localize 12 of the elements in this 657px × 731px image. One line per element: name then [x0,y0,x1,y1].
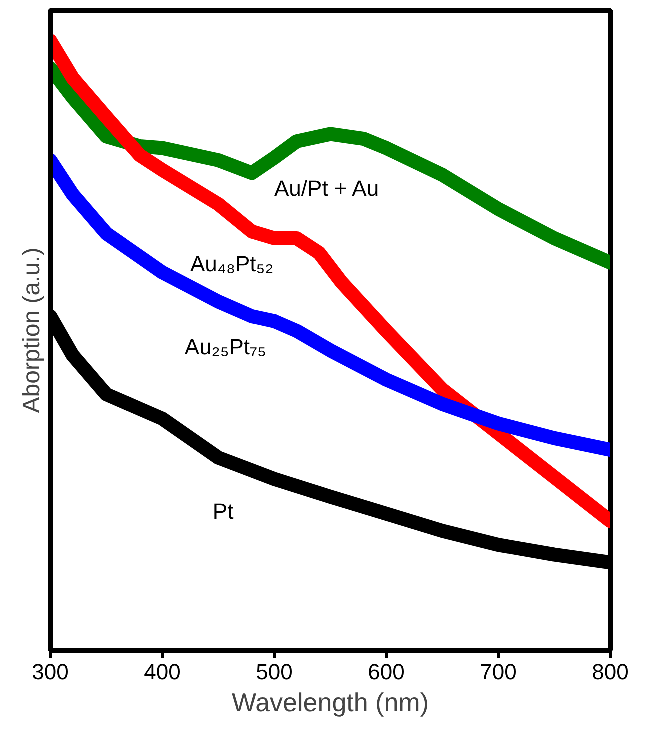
series-label: Au₂₅Pt₇₅ [184,334,266,360]
y-axis-title: Aborption (a.u.) [18,248,46,414]
x-tick-label: 300 [32,660,69,684]
x-axis-title: Wavelength (nm) [232,688,430,718]
series-label: Au₄₈Pt₅₂ [190,251,274,276]
x-tick-label: 500 [256,660,293,684]
x-tick-label: 400 [144,660,181,684]
series-label: Pt [212,498,234,524]
series-label: Au/Pt + Au [274,176,380,202]
x-tick-label: 700 [480,660,517,684]
x-tick-label: 800 [592,660,629,684]
x-tick-label: 600 [368,660,405,684]
